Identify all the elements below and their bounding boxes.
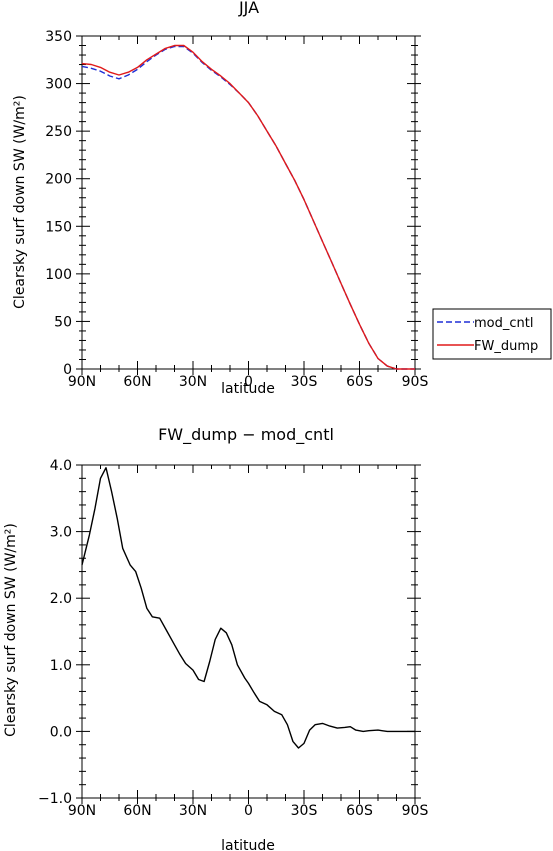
top-chart-x-tick-label: 60N <box>123 374 151 390</box>
bottom-chart-title: FW_dump − mod_cntl <box>158 425 334 445</box>
top-chart: JJA 90N 60N 30N 0 30S 60S 90S 0 50 100 150 200 250 3… <box>12 0 552 397</box>
bottom-chart-x-tick-label: 0 <box>244 803 253 819</box>
bottom-chart-x-tick-label: 30N <box>179 803 207 819</box>
top-chart-series-line-fw-dump <box>81 44 415 370</box>
legend-label-fw-dump: FW_dump <box>474 339 538 354</box>
top-chart-y-tick-labels: 0 50 100 150 200 250 300 350 <box>45 29 72 378</box>
top-chart-y-tick-label: 0 <box>63 362 72 378</box>
bottom-chart-x-tick-label: 60N <box>123 803 151 819</box>
bottom-chart-x-tick-label: 90N <box>68 803 96 819</box>
top-chart-series-line-mod-cntl <box>81 45 415 370</box>
bottom-chart-frame <box>81 464 416 799</box>
bottom-chart-y-tick-label: 3.0 <box>50 525 72 541</box>
legend: mod_cntl FW_dump <box>432 308 552 360</box>
bottom-chart-series <box>81 467 415 749</box>
top-chart-x-axis-label: latitude <box>221 381 275 397</box>
top-chart-y-tick-label: 250 <box>45 124 72 140</box>
bottom-chart-x-tick-label: 90S <box>402 803 429 819</box>
top-chart-y-tick-label: 100 <box>45 267 72 283</box>
bottom-chart-y-tick-label: −1.0 <box>38 791 72 807</box>
top-chart-series <box>81 44 415 370</box>
bottom-chart-y-axis-label: Clearsky surf down SW (W/m²) <box>3 523 19 737</box>
top-chart-x-tick-label: 60S <box>346 374 373 390</box>
bottom-chart-y-tick-labels: −1.0 0.0 1.0 2.0 3.0 4.0 <box>38 458 72 807</box>
bottom-chart-x-tick-label: 30S <box>291 803 318 819</box>
top-chart-ticks <box>76 35 421 375</box>
bottom-chart-x-tick-labels: 90N 60N 30N 0 30S 60S 90S <box>68 803 429 819</box>
top-chart-x-tick-label: 90N <box>68 374 96 390</box>
top-chart-x-tick-label: 0 <box>244 374 253 390</box>
bottom-chart-x-tick-label: 60S <box>346 803 373 819</box>
top-chart-frame <box>81 35 416 370</box>
top-chart-x-tick-label: 30S <box>291 374 318 390</box>
top-chart-y-tick-label: 50 <box>54 314 72 330</box>
bottom-chart-y-tick-label: 1.0 <box>50 658 72 674</box>
bottom-chart: FW_dump − mod_cntl 90N 60N 30N 0 30S 60S 90S −… <box>3 425 428 851</box>
bottom-chart-y-tick-label: 0.0 <box>50 724 72 740</box>
top-chart-x-tick-label: 90S <box>402 374 429 390</box>
bottom-chart-ticks <box>76 464 421 804</box>
bottom-chart-y-tick-label: 2.0 <box>50 591 72 607</box>
legend-label-mod-cntl: mod_cntl <box>474 316 533 331</box>
top-chart-title: JJA <box>238 0 259 17</box>
legend-box <box>432 308 552 360</box>
bottom-chart-x-axis-label: latitude <box>221 838 275 851</box>
bottom-chart-y-tick-label: 4.0 <box>50 458 72 474</box>
top-chart-y-tick-label: 350 <box>45 29 72 45</box>
top-chart-y-tick-label: 200 <box>45 172 72 188</box>
top-chart-y-axis-label: Clearsky surf down SW (W/m²) <box>12 95 28 309</box>
top-chart-y-tick-label: 300 <box>45 77 72 93</box>
top-chart-x-tick-labels: 90N 60N 30N 0 30S 60S 90S <box>68 374 429 390</box>
bottom-chart-series-line-difference <box>81 467 415 749</box>
top-chart-x-tick-label: 30N <box>179 374 207 390</box>
top-chart-y-tick-label: 150 <box>45 219 72 235</box>
